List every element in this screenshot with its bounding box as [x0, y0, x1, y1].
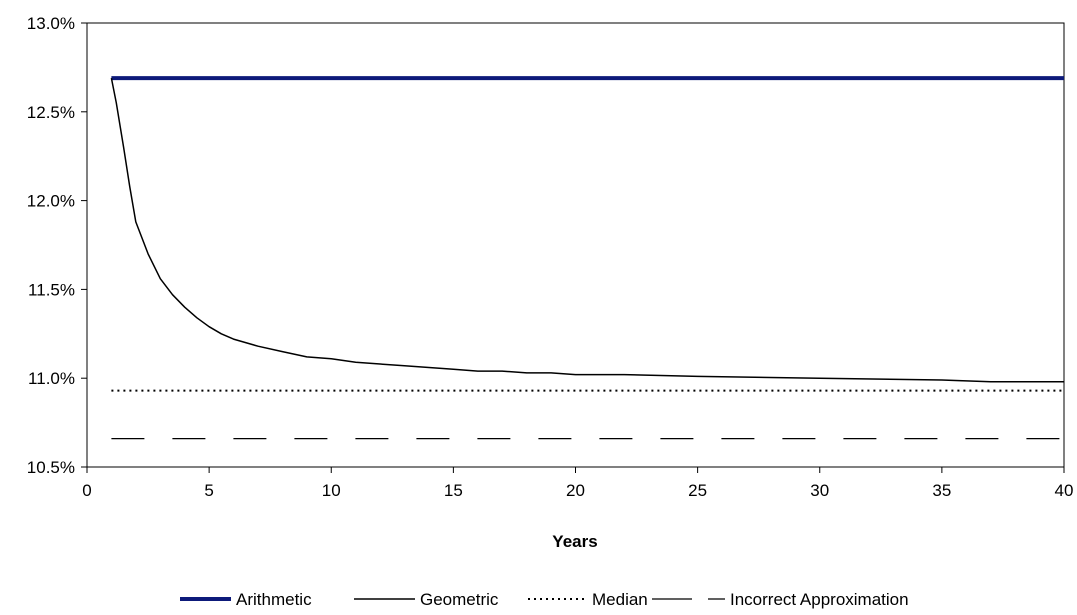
x-axis-label: Years	[552, 532, 597, 551]
x-tick-label: 35	[932, 481, 951, 500]
y-tick-label: 10.5%	[27, 458, 75, 477]
legend-label: Median	[592, 590, 648, 609]
x-tick-label: 10	[322, 481, 341, 500]
y-tick-label: 13.0%	[27, 14, 75, 33]
x-tick-label: 5	[204, 481, 213, 500]
x-tick-label: 25	[688, 481, 707, 500]
legend-label: Arithmetic	[236, 590, 312, 609]
x-axis: 0 5 10 15 20 25 30 35 40	[82, 467, 1073, 500]
legend-label: Geometric	[420, 590, 499, 609]
y-tick-label: 12.0%	[27, 192, 75, 211]
y-axis: 10.5% 11.0% 11.5% 12.0% 12.5% 13.0%	[27, 14, 87, 477]
x-tick-label: 0	[82, 481, 91, 500]
series-line-geometric	[110, 77, 1064, 383]
y-tick-label: 11.0%	[28, 369, 75, 388]
legend-label: Incorrect Approximation	[730, 590, 909, 609]
x-tick-label: 15	[444, 481, 463, 500]
x-tick-label: 30	[810, 481, 829, 500]
series-lines	[110, 76, 1064, 440]
legend: Arithmetic Geometric Median Incorrect Appro…	[180, 590, 909, 609]
x-tick-label: 20	[566, 481, 585, 500]
y-tick-label: 11.5%	[28, 280, 75, 299]
x-tick-label: 40	[1055, 481, 1074, 500]
y-tick-label: 12.5%	[27, 103, 75, 122]
plot-area	[86, 22, 1065, 468]
